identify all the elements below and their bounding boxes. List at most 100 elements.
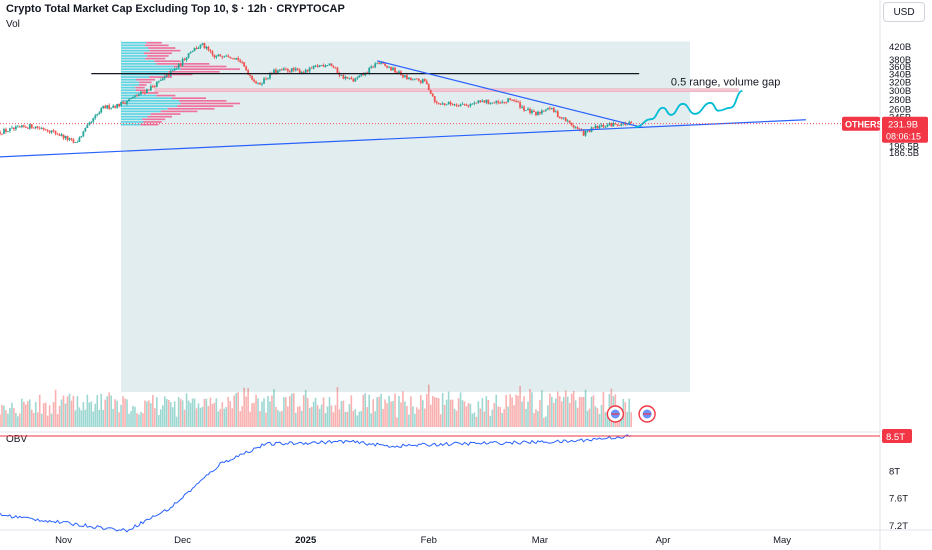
vpvr-bar-up — [121, 105, 178, 107]
candle-body — [70, 138, 73, 140]
candle-body — [155, 81, 158, 87]
candle-body — [346, 76, 349, 79]
currency-button[interactable]: USD — [883, 2, 925, 22]
candle-body — [566, 120, 569, 122]
volume-bar — [402, 391, 404, 427]
candle-body — [439, 103, 442, 105]
candle-body — [177, 64, 180, 69]
vpvr-bar-down — [149, 76, 172, 78]
candle-body — [144, 92, 146, 94]
candle-body — [159, 80, 162, 81]
volume-bar — [481, 398, 484, 427]
volume-bar — [543, 417, 545, 427]
vpvr-bar-up — [121, 84, 139, 86]
y-tick-label: 420B — [889, 42, 911, 53]
volume-bar — [3, 405, 5, 427]
candle-body — [630, 121, 633, 123]
volume-bar — [467, 402, 470, 427]
candle-body — [30, 124, 33, 128]
volume-bar — [185, 393, 188, 427]
candle-body — [495, 101, 498, 103]
volume-bar — [537, 410, 539, 427]
volume-bar — [576, 407, 579, 427]
vpvr-bar-up — [121, 76, 150, 78]
volume-bar — [455, 410, 458, 427]
volume-bar — [568, 402, 571, 427]
volume-bar — [227, 397, 230, 427]
candle-body — [491, 102, 494, 104]
volume-bar — [40, 413, 43, 427]
candle-body — [90, 121, 93, 123]
candle-body — [507, 98, 510, 103]
candle-body — [588, 130, 591, 132]
volume-bar — [314, 397, 317, 427]
volume-bar — [267, 395, 269, 427]
vpvr-bar-down — [154, 60, 181, 63]
candle-body — [102, 105, 105, 109]
candle-body — [54, 130, 57, 134]
candle-body — [390, 67, 392, 71]
candle-body — [215, 55, 218, 58]
candle-body — [533, 110, 535, 112]
vpvr-bar-up — [121, 89, 136, 92]
volume-bar — [142, 413, 144, 427]
candle-body — [560, 117, 563, 119]
candle-body — [471, 103, 474, 105]
vpvr-bar-up — [121, 100, 179, 102]
volume-bar — [82, 402, 85, 427]
volume-bar — [473, 412, 476, 427]
volume-bar — [144, 400, 146, 427]
candle-body — [300, 72, 303, 73]
candle-body — [435, 101, 438, 103]
candle-body — [360, 74, 363, 76]
candle-body — [433, 96, 436, 102]
candle-body — [539, 111, 541, 114]
volume-bar — [503, 409, 505, 427]
candle-body — [211, 51, 214, 55]
candle-body — [251, 75, 253, 80]
candle-body — [189, 52, 192, 54]
volume-bar — [106, 396, 108, 427]
volume-bar — [549, 393, 551, 427]
candle-body — [286, 69, 289, 72]
candle-body — [610, 123, 613, 127]
candle-body — [52, 130, 55, 132]
candle-body — [132, 96, 134, 99]
candle-body — [525, 110, 527, 111]
volume-bar — [594, 406, 597, 427]
obv-label: OBV — [6, 434, 28, 445]
candle-body — [112, 105, 115, 108]
volume-bar — [5, 410, 7, 427]
descending-resistance — [377, 60, 644, 129]
volume-bar — [154, 408, 156, 427]
candle-body — [0, 131, 1, 134]
volume-bar — [630, 412, 633, 427]
volume-bar — [279, 411, 281, 427]
candle-body — [423, 79, 426, 82]
volume-bar — [427, 384, 430, 427]
candle-body — [473, 102, 476, 104]
volume-bar — [555, 398, 557, 427]
vpvr-bar-down — [147, 115, 172, 118]
candle-body — [378, 62, 381, 64]
volume-bar — [271, 395, 273, 427]
volume-bar — [203, 398, 206, 427]
volume-bar — [217, 411, 220, 427]
candle-body — [187, 53, 190, 58]
candle-body — [161, 78, 164, 81]
volume-bar — [465, 406, 468, 427]
candle-body — [443, 103, 446, 105]
volume-bar — [586, 410, 589, 427]
candle-body — [46, 129, 49, 132]
candle-body — [594, 125, 597, 129]
volume-bar — [384, 399, 386, 427]
volume-bar — [183, 409, 186, 427]
candle-body — [201, 43, 204, 45]
volume-bar — [88, 402, 91, 427]
volume-bar — [513, 405, 515, 427]
candle-body — [437, 102, 440, 104]
volume-bar — [56, 414, 59, 427]
vpvr-bar-down — [139, 81, 152, 84]
volume-bar — [207, 406, 210, 427]
